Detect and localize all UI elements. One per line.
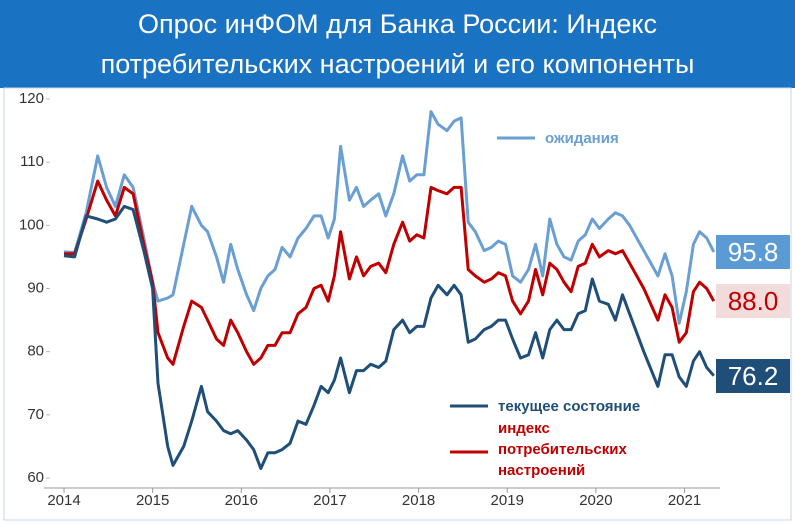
x-tick-label: 2017	[313, 492, 346, 509]
end-label: 88.0	[716, 284, 790, 319]
legend-label: ожидания	[545, 130, 619, 147]
y-tick-label: 90	[27, 279, 44, 296]
y-tick-label: 110	[20, 153, 44, 170]
chart-title: Опрос инФОМ для Банка России: Индекс пот…	[100, 9, 695, 79]
x-tick-label: 2014	[47, 492, 80, 509]
legend-label: текущее состояние	[498, 398, 641, 415]
legend-label: индекс потребительских настроений	[498, 420, 627, 479]
series-line	[63, 204, 715, 470]
y-tick-label: 60	[27, 469, 44, 486]
x-tick-label: 2016	[225, 492, 258, 509]
series-line	[64, 179, 716, 366]
series-line	[63, 110, 716, 325]
x-tick-label: 2021	[668, 492, 701, 509]
x-tick-label: 2019	[491, 492, 524, 509]
x-tick-label: 2015	[136, 492, 169, 509]
frame	[3, 87, 792, 521]
header-band: Опрос инФОМ для Банка России: Индекс пот…	[0, 0, 795, 88]
end-label: 95.8	[716, 234, 790, 269]
x-tick-label: 2020	[579, 492, 612, 509]
y-tick-label: 100	[19, 216, 44, 233]
y-tick-label: 70	[27, 406, 44, 423]
y-tick-label: 80	[27, 343, 44, 360]
x-tick-label: 2018	[402, 492, 435, 509]
end-label: 76.2	[716, 358, 790, 393]
y-tick-label: 120	[19, 90, 44, 107]
